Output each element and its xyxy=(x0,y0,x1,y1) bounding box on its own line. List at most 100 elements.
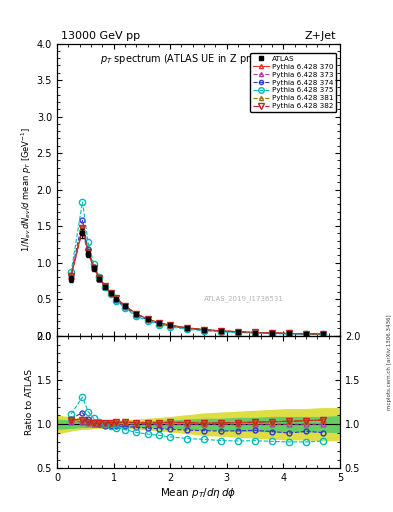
Pythia 6.428 381 xyxy=(92,264,96,270)
Pythia 6.428 382 xyxy=(86,249,90,255)
Pythia 6.428 375 xyxy=(134,313,139,319)
Pythia 6.428 382 xyxy=(103,283,107,289)
Pythia 6.428 375 xyxy=(270,330,274,336)
Pythia 6.428 373 xyxy=(321,331,325,337)
Pythia 6.428 382 xyxy=(69,273,73,279)
Line: Pythia 6.428 375: Pythia 6.428 375 xyxy=(68,199,326,337)
Pythia 6.428 381 xyxy=(236,329,241,335)
Pythia 6.428 381 xyxy=(69,272,73,278)
Pythia 6.428 374 xyxy=(145,317,150,323)
Pythia 6.428 373 xyxy=(123,304,127,310)
Pythia 6.428 370 xyxy=(134,311,139,317)
Pythia 6.428 373 xyxy=(236,329,241,335)
Pythia 6.428 375 xyxy=(86,239,90,245)
Pythia 6.428 381 xyxy=(321,331,325,337)
Pythia 6.428 370 xyxy=(185,325,189,331)
Pythia 6.428 382 xyxy=(219,328,224,334)
Pythia 6.428 373 xyxy=(134,311,139,317)
Pythia 6.428 374 xyxy=(286,331,291,337)
Line: Pythia 6.428 382: Pythia 6.428 382 xyxy=(68,225,326,337)
Pythia 6.428 373 xyxy=(86,249,90,255)
Pythia 6.428 374 xyxy=(134,312,139,318)
Pythia 6.428 381 xyxy=(97,275,102,281)
Pythia 6.428 370 xyxy=(286,330,291,336)
Pythia 6.428 375 xyxy=(97,274,102,281)
Pythia 6.428 374 xyxy=(103,284,107,290)
Pythia 6.428 381 xyxy=(168,322,173,328)
Pythia 6.428 381 xyxy=(145,316,150,322)
Pythia 6.428 370 xyxy=(103,283,107,289)
Pythia 6.428 373 xyxy=(97,275,102,282)
Pythia 6.428 375 xyxy=(156,322,161,328)
Pythia 6.428 374 xyxy=(69,272,73,278)
Pythia 6.428 381 xyxy=(286,330,291,336)
Pythia 6.428 381 xyxy=(304,331,309,337)
Pythia 6.428 381 xyxy=(202,327,206,333)
X-axis label: Mean $p_T/d\eta\,d\phi$: Mean $p_T/d\eta\,d\phi$ xyxy=(160,486,237,500)
Pythia 6.428 373 xyxy=(103,284,107,290)
Pythia 6.428 373 xyxy=(92,265,96,271)
Text: ATLAS_2019_I1736531: ATLAS_2019_I1736531 xyxy=(204,295,284,303)
Line: Pythia 6.428 370: Pythia 6.428 370 xyxy=(69,226,325,336)
Pythia 6.428 374 xyxy=(80,217,85,223)
Text: mcplots.cern.ch [arXiv:1306.3436]: mcplots.cern.ch [arXiv:1306.3436] xyxy=(387,314,392,410)
Pythia 6.428 373 xyxy=(253,329,257,335)
Legend: ATLAS, Pythia 6.428 370, Pythia 6.428 373, Pythia 6.428 374, Pythia 6.428 375, P: ATLAS, Pythia 6.428 370, Pythia 6.428 37… xyxy=(250,53,336,112)
Pythia 6.428 382 xyxy=(270,330,274,336)
Pythia 6.428 374 xyxy=(236,329,241,335)
Pythia 6.428 374 xyxy=(321,331,325,337)
Pythia 6.428 373 xyxy=(219,328,224,334)
Pythia 6.428 381 xyxy=(123,303,127,309)
Pythia 6.428 375 xyxy=(304,331,309,337)
Pythia 6.428 370 xyxy=(236,329,241,335)
Pythia 6.428 370 xyxy=(253,329,257,335)
Pythia 6.428 374 xyxy=(156,321,161,327)
Pythia 6.428 382 xyxy=(168,322,173,328)
Pythia 6.428 382 xyxy=(97,275,102,281)
Pythia 6.428 370 xyxy=(321,331,325,337)
Pythia 6.428 374 xyxy=(304,331,309,337)
Pythia 6.428 370 xyxy=(69,273,73,279)
Pythia 6.428 375 xyxy=(123,305,127,311)
Y-axis label: $1/N_{ev}\,dN_{ev}/d$ mean $p_T$ [GeV$^{-1}$]: $1/N_{ev}\,dN_{ev}/d$ mean $p_T$ [GeV$^{… xyxy=(19,127,34,252)
Pythia 6.428 370 xyxy=(270,330,274,336)
Pythia 6.428 373 xyxy=(202,327,206,333)
Pythia 6.428 381 xyxy=(185,325,189,331)
Pythia 6.428 375 xyxy=(69,269,73,275)
Pythia 6.428 373 xyxy=(145,316,150,323)
Pythia 6.428 374 xyxy=(86,246,90,252)
Pythia 6.428 381 xyxy=(270,330,274,336)
Pythia 6.428 373 xyxy=(108,290,113,296)
Pythia 6.428 375 xyxy=(253,330,257,336)
Text: $p_T$ spectrum (ATLAS UE in Z production): $p_T$ spectrum (ATLAS UE in Z production… xyxy=(100,52,297,66)
Pythia 6.428 370 xyxy=(219,328,224,334)
Pythia 6.428 374 xyxy=(114,297,119,303)
Pythia 6.428 382 xyxy=(123,303,127,309)
Pythia 6.428 382 xyxy=(156,319,161,326)
Pythia 6.428 374 xyxy=(108,291,113,297)
Pythia 6.428 382 xyxy=(80,225,85,231)
Y-axis label: Ratio to ATLAS: Ratio to ATLAS xyxy=(25,369,34,435)
Pythia 6.428 382 xyxy=(253,329,257,335)
Pythia 6.428 382 xyxy=(145,316,150,322)
Pythia 6.428 374 xyxy=(202,327,206,333)
Pythia 6.428 373 xyxy=(286,330,291,336)
Pythia 6.428 370 xyxy=(304,331,309,337)
Pythia 6.428 370 xyxy=(86,249,90,255)
Pythia 6.428 381 xyxy=(114,295,119,302)
Pythia 6.428 375 xyxy=(108,291,113,297)
Pythia 6.428 381 xyxy=(156,319,161,326)
Pythia 6.428 373 xyxy=(80,227,85,233)
Pythia 6.428 370 xyxy=(97,275,102,281)
Pythia 6.428 370 xyxy=(92,264,96,270)
Pythia 6.428 382 xyxy=(114,295,119,302)
Pythia 6.428 375 xyxy=(80,199,85,205)
Line: Pythia 6.428 381: Pythia 6.428 381 xyxy=(69,225,325,336)
Pythia 6.428 373 xyxy=(185,325,189,331)
Pythia 6.428 370 xyxy=(123,303,127,309)
Pythia 6.428 375 xyxy=(219,329,224,335)
Pythia 6.428 373 xyxy=(156,320,161,326)
Pythia 6.428 381 xyxy=(80,224,85,230)
Line: Pythia 6.428 374: Pythia 6.428 374 xyxy=(69,218,325,337)
Pythia 6.428 382 xyxy=(286,330,291,336)
